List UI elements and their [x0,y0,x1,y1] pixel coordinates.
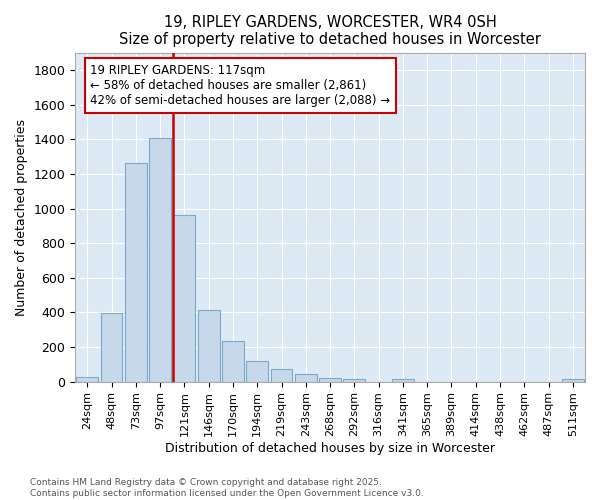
Text: 19 RIPLEY GARDENS: 117sqm
← 58% of detached houses are smaller (2,861)
42% of se: 19 RIPLEY GARDENS: 117sqm ← 58% of detac… [91,64,391,107]
Bar [173,216,196,382]
Y-axis label: Number of detached properties: Number of detached properties [15,118,28,316]
Bar [222,341,244,382]
Bar [198,310,220,382]
Bar [101,313,122,382]
Text: Contains HM Land Registry data © Crown copyright and database right 2025.
Contai: Contains HM Land Registry data © Crown c… [30,478,424,498]
Bar [295,374,317,382]
Bar [247,361,268,382]
X-axis label: Distribution of detached houses by size in Worcester: Distribution of detached houses by size … [165,442,495,455]
Bar [125,162,147,382]
Title: 19, RIPLEY GARDENS, WORCESTER, WR4 0SH
Size of property relative to detached hou: 19, RIPLEY GARDENS, WORCESTER, WR4 0SH S… [119,15,541,48]
Bar [149,138,171,382]
Bar [319,378,341,382]
Bar [392,379,414,382]
Bar [343,379,365,382]
Bar [271,370,292,382]
Bar [562,379,584,382]
Bar [76,378,98,382]
